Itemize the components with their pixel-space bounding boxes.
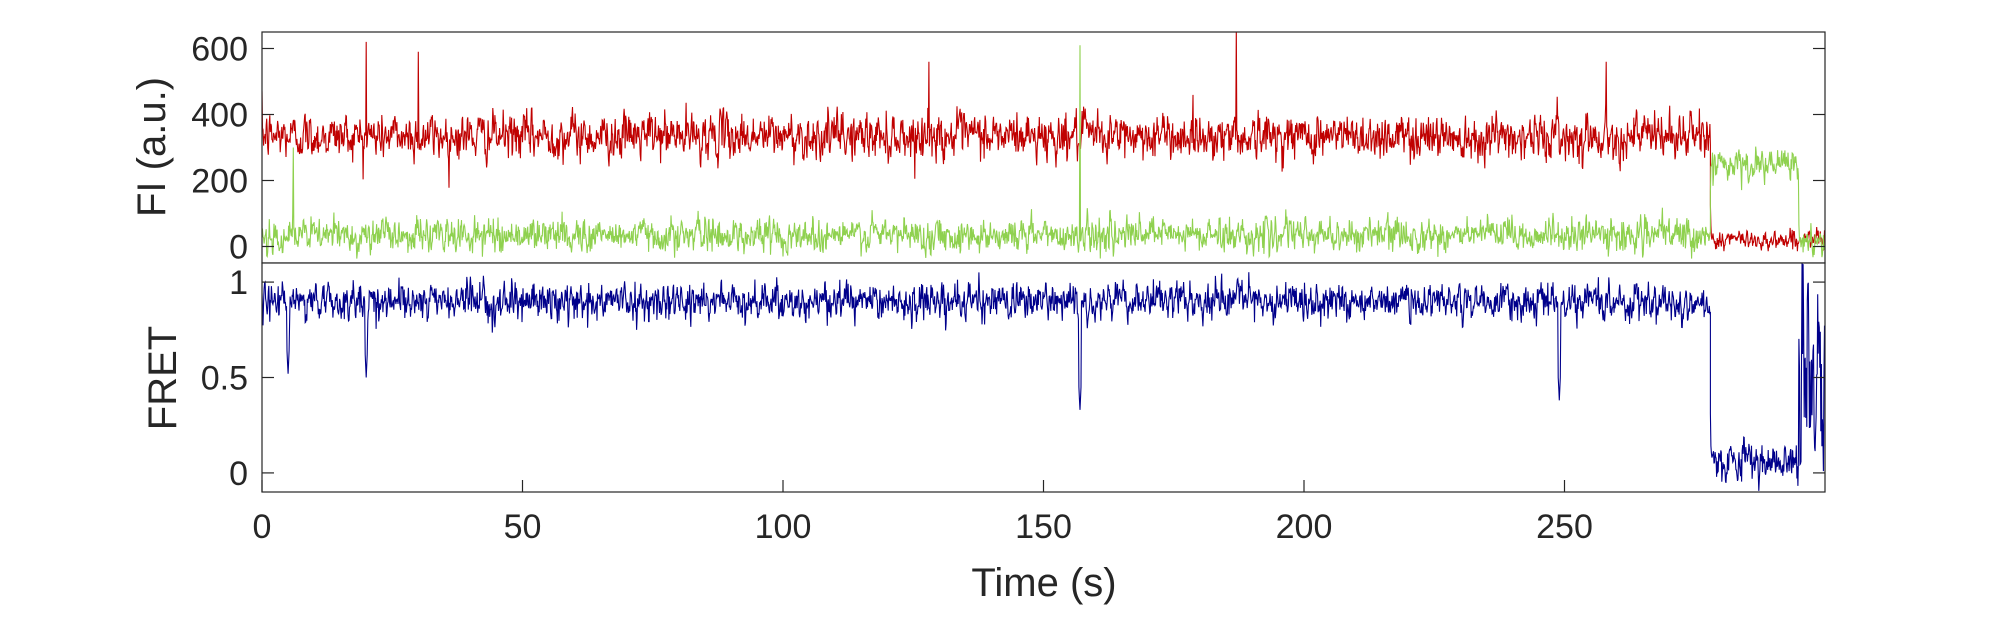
fret-y-axis-label: FRET	[141, 326, 185, 430]
fret-y-tick-label: 0.5	[201, 360, 248, 398]
fluorescence-y-tick-label: 400	[191, 97, 248, 135]
fluorescence-panel: 0 200 400 600 FI (a.u.)	[130, 31, 1826, 267]
acceptor-trace-line	[262, 32, 1825, 252]
fret-y-tick-label: 1	[229, 264, 248, 302]
fluorescence-y-axis-label: FI (a.u.)	[130, 77, 174, 217]
fluorescence-y-tick-label: 0	[229, 229, 248, 267]
fret-y-tick-label: 0	[229, 455, 248, 493]
time-x-axis-label: Time (s)	[971, 561, 1116, 605]
x-tick-label: 100	[755, 508, 812, 546]
fret-panel: 0 0.5 1 0 50 100 150 200 250 FRET Time (s)	[141, 262, 1826, 605]
fluorescence-y-tick-label: 200	[191, 163, 248, 201]
fluorescence-y-tick-label: 600	[191, 31, 248, 69]
x-tick-label: 200	[1276, 508, 1333, 546]
x-tick-label: 50	[504, 508, 542, 546]
x-tick-label: 0	[253, 508, 272, 546]
x-tick-label: 150	[1015, 508, 1072, 546]
fret-trace-line	[262, 263, 1825, 491]
x-tick-label: 250	[1536, 508, 1593, 546]
donor-trace-line	[262, 45, 1825, 259]
